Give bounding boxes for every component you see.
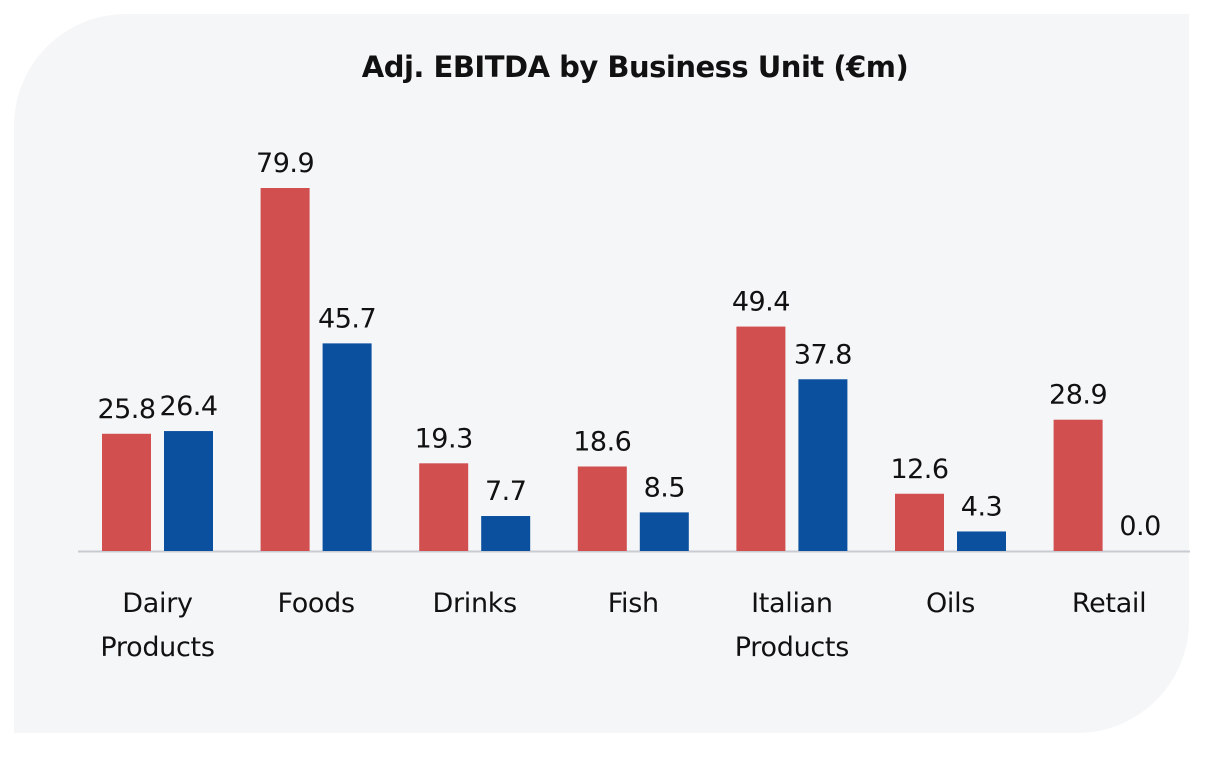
bar-series2-0: [164, 431, 213, 551]
category-label-3: Fish: [608, 588, 659, 619]
bar-series2-5: [957, 531, 1006, 551]
data-label-series2-6: 0.0: [1119, 511, 1160, 542]
data-label-series1-4: 49.4: [732, 287, 790, 318]
data-label-series1-6: 28.9: [1049, 380, 1107, 411]
data-label-series2-5: 4.3: [961, 491, 1002, 522]
data-label-series1-5: 12.6: [890, 454, 948, 485]
bar-series2-3: [639, 512, 689, 551]
data-label-series1-2: 19.3: [415, 423, 473, 454]
bar-series1-1: [260, 188, 310, 551]
category-label-1: Foods: [277, 588, 354, 619]
bar-series1-3: [577, 466, 627, 551]
data-label-series1-1: 79.9: [256, 148, 314, 179]
category-label-6: Retail: [1072, 588, 1147, 619]
bar-series1-2: [419, 463, 469, 551]
bar-series1-0: [102, 433, 151, 551]
category-label-4-line1: Italian: [751, 588, 833, 619]
bar-series2-4: [798, 379, 848, 551]
chart-title: Adj. EBITDA by Business Unit (€m): [361, 50, 909, 84]
category-label-2: Drinks: [432, 588, 516, 619]
data-label-series2-1: 45.7: [318, 303, 376, 334]
data-label-series2-0: 26.4: [159, 391, 217, 422]
data-label-series1-0: 25.8: [97, 394, 155, 425]
bar-series2-1: [322, 343, 372, 551]
category-label-5: Oils: [926, 588, 975, 619]
bar-series2-2: [481, 516, 531, 551]
data-label-series1-3: 18.6: [573, 426, 631, 457]
category-label-0-line1: Dairy: [122, 588, 193, 619]
chart-card: [14, 14, 1189, 733]
data-label-series2-4: 37.8: [794, 339, 852, 370]
bar-series1-5: [895, 493, 944, 551]
data-label-series2-3: 8.5: [644, 472, 685, 503]
category-label-0-line2: Products: [100, 632, 214, 663]
bar-series1-4: [736, 326, 786, 551]
category-label-4-line2: Products: [735, 632, 849, 663]
data-label-series2-2: 7.7: [485, 476, 526, 507]
bar-series1-6: [1053, 419, 1103, 551]
